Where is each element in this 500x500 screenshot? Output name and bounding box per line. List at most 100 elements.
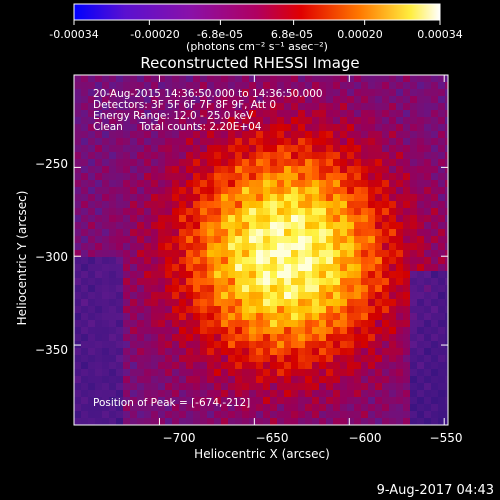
heatmap-cell — [417, 320, 424, 327]
heatmap-cell — [221, 187, 228, 194]
heatmap-cell — [81, 124, 88, 131]
heatmap-cell — [326, 397, 333, 404]
heatmap-cell — [445, 383, 448, 390]
heatmap-cell — [221, 131, 228, 138]
heatmap-cell — [130, 327, 137, 334]
heatmap-cell — [172, 362, 179, 369]
heatmap-cell — [417, 355, 424, 362]
heatmap-cell — [186, 75, 193, 82]
heatmap-cell — [403, 194, 410, 201]
heatmap-cell — [424, 145, 431, 152]
heatmap-cell — [172, 320, 179, 327]
heatmap-cell — [109, 229, 116, 236]
heatmap-cell — [368, 194, 375, 201]
heatmap-cell — [207, 355, 214, 362]
heatmap-cell — [158, 334, 165, 341]
colorbar-tick-label-5: 0.00034 — [417, 28, 463, 41]
heatmap-cell — [74, 383, 81, 390]
heatmap-cell — [431, 355, 438, 362]
heatmap-cell — [298, 117, 305, 124]
heatmap-cell — [277, 229, 284, 236]
heatmap-cell — [424, 369, 431, 376]
heatmap-cell — [263, 390, 270, 397]
heatmap-cell — [130, 334, 137, 341]
heatmap-cell — [382, 285, 389, 292]
heatmap-cell — [221, 103, 228, 110]
heatmap-cell — [333, 131, 340, 138]
heatmap-cell — [193, 271, 200, 278]
heatmap-cell — [88, 229, 95, 236]
heatmap-cell — [424, 285, 431, 292]
heatmap-cell — [277, 397, 284, 404]
heatmap-cell — [116, 117, 123, 124]
heatmap-cell — [368, 180, 375, 187]
heatmap-cell — [417, 362, 424, 369]
heatmap-cell — [270, 341, 277, 348]
heatmap-cell — [249, 369, 256, 376]
heatmap-cell — [88, 418, 95, 425]
heatmap-cell — [130, 222, 137, 229]
heatmap-cell — [396, 187, 403, 194]
heatmap-cell — [200, 250, 207, 257]
heatmap-cell — [361, 390, 368, 397]
heatmap-cell — [277, 166, 284, 173]
heatmap-cell — [326, 341, 333, 348]
heatmap-cell — [354, 117, 361, 124]
heatmap-cell — [431, 201, 438, 208]
heatmap-cell — [172, 152, 179, 159]
heatmap-cell — [424, 194, 431, 201]
heatmap-cell — [102, 383, 109, 390]
heatmap-cell — [361, 82, 368, 89]
heatmap-cell — [270, 292, 277, 299]
heatmap-cell — [207, 390, 214, 397]
heatmap-cell — [256, 138, 263, 145]
heatmap-cell — [270, 264, 277, 271]
x-tick-label-3: −550 — [430, 431, 463, 445]
heatmap-cell — [305, 299, 312, 306]
heatmap-cell — [417, 131, 424, 138]
heatmap-cell — [221, 271, 228, 278]
heatmap-cell — [123, 271, 130, 278]
heatmap-cell — [375, 404, 382, 411]
heatmap-cell — [130, 96, 137, 103]
heatmap-cell — [305, 348, 312, 355]
heatmap-cell — [270, 201, 277, 208]
heatmap-cell — [284, 320, 291, 327]
heatmap-cell — [81, 117, 88, 124]
heatmap-cell — [270, 131, 277, 138]
heatmap-cell — [284, 187, 291, 194]
heatmap-cell — [242, 411, 249, 418]
heatmap-cell — [81, 173, 88, 180]
heatmap-cell — [340, 236, 347, 243]
heatmap-cell — [333, 229, 340, 236]
heatmap-cell — [137, 117, 144, 124]
heatmap-cell — [193, 320, 200, 327]
heatmap-cell — [179, 264, 186, 271]
heatmap-cell — [333, 390, 340, 397]
heatmap-cell — [179, 82, 186, 89]
heatmap-cell — [263, 173, 270, 180]
heatmap-cell — [298, 75, 305, 82]
heatmap-cell — [207, 320, 214, 327]
heatmap-cell — [389, 299, 396, 306]
heatmap-cell — [396, 208, 403, 215]
heatmap-cell — [326, 334, 333, 341]
heatmap-cell — [172, 397, 179, 404]
heatmap-cell — [438, 418, 445, 425]
heatmap-cell — [74, 327, 81, 334]
heatmap-cell — [263, 89, 270, 96]
heatmap-cell — [375, 397, 382, 404]
heatmap-cell — [81, 152, 88, 159]
heatmap-cell — [396, 82, 403, 89]
heatmap-cell — [123, 117, 130, 124]
heatmap-cell — [242, 355, 249, 362]
heatmap-cell — [305, 306, 312, 313]
heatmap-cell — [389, 411, 396, 418]
heatmap-cell — [158, 411, 165, 418]
heatmap-cell — [382, 334, 389, 341]
heatmap-cell — [417, 236, 424, 243]
heatmap-cell — [172, 194, 179, 201]
heatmap-cell — [403, 215, 410, 222]
heatmap-cell — [221, 418, 228, 425]
heatmap-cell — [235, 390, 242, 397]
